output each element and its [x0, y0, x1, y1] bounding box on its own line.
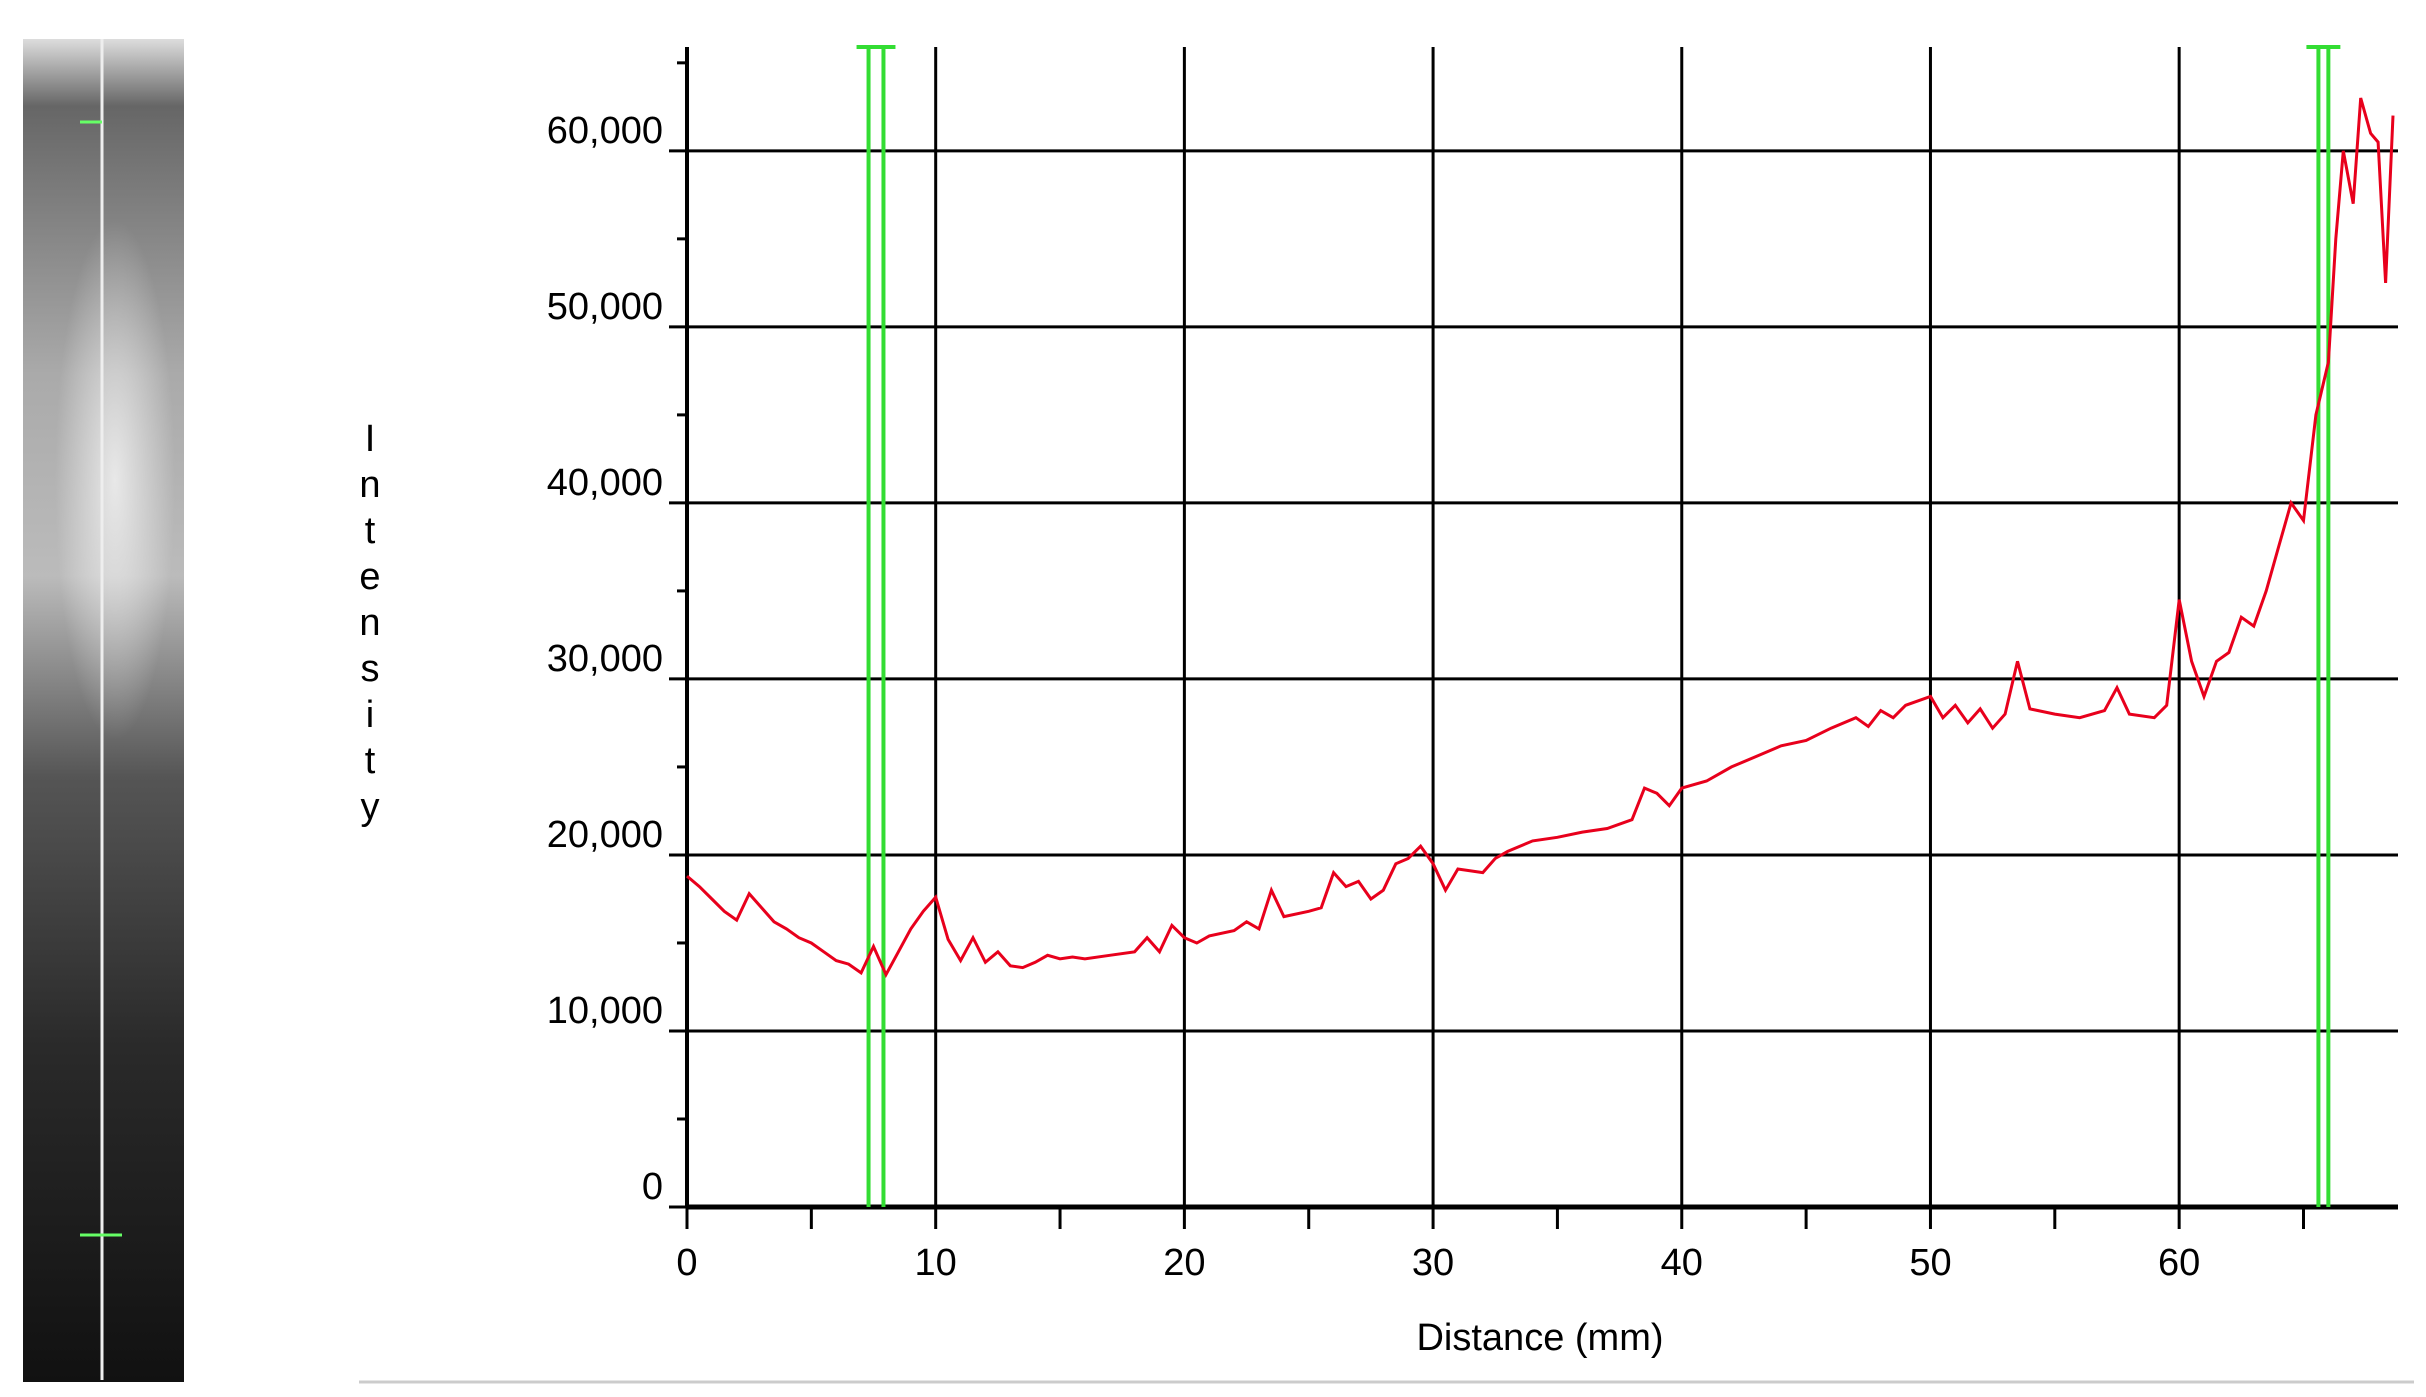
y-axis-label: Intensity [349, 418, 391, 832]
x-tick-label: 0 [676, 1242, 697, 1284]
y-tick-label: 30,000 [547, 638, 663, 680]
y-tick-label: 20,000 [547, 814, 663, 856]
x-tick-label: 30 [1412, 1242, 1454, 1284]
x-axis-label: Distance (mm) [1416, 1317, 1663, 1359]
y-tick-label: 60,000 [547, 110, 663, 152]
x-tick-label: 10 [915, 1242, 957, 1284]
x-tick-label: 50 [1909, 1242, 1951, 1284]
x-tick-label: 20 [1163, 1242, 1205, 1284]
gel-lane-image [23, 39, 184, 1382]
x-tick-label: 40 [1661, 1242, 1703, 1284]
x-tick-label: 60 [2158, 1242, 2200, 1284]
intensity-line [686, 97, 2395, 978]
y-tick-label: 40,000 [547, 462, 663, 504]
y-tick-label: 10,000 [547, 990, 663, 1032]
y-tick-label: 50,000 [547, 286, 663, 328]
y-tick-label: 0 [642, 1166, 663, 1208]
